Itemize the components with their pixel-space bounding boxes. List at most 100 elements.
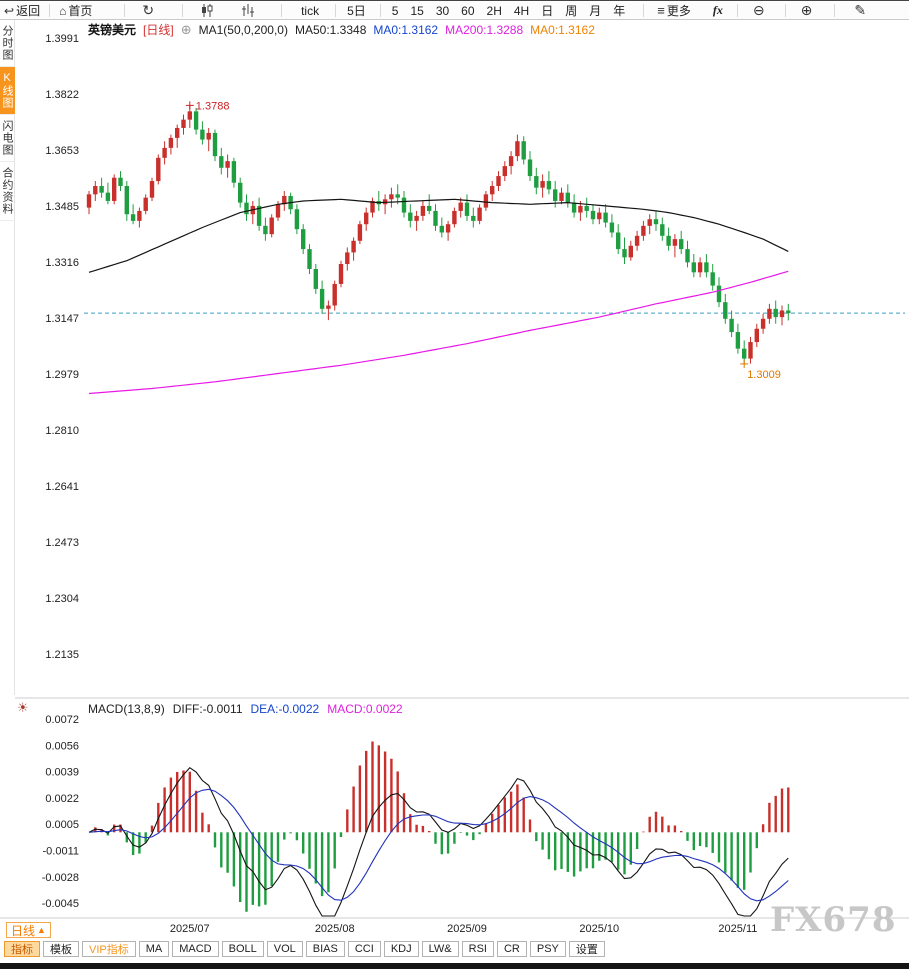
more-button[interactable]: ≡ 更多	[653, 2, 695, 19]
svg-text:1.3009: 1.3009	[747, 369, 781, 381]
toolbar-divider	[834, 4, 836, 17]
svg-text:2025/10: 2025/10	[579, 923, 619, 935]
svg-text:1.2810: 1.2810	[45, 425, 79, 437]
sidebar-tab-contract-info[interactable]: 合约资料	[0, 162, 15, 221]
svg-text:2025/07: 2025/07	[170, 923, 210, 935]
draw-button[interactable]: ✎	[850, 2, 872, 19]
svg-text:1.2473: 1.2473	[45, 537, 79, 549]
svg-text:1.2135: 1.2135	[45, 649, 79, 661]
tab-macd[interactable]: MACD	[172, 941, 219, 957]
period-selector[interactable]: 日线 ▲	[6, 922, 51, 938]
interval-5m[interactable]: 5	[391, 3, 399, 18]
tab-kdj[interactable]: KDJ	[383, 941, 419, 957]
ma200-value: MA200:1.3288	[445, 22, 524, 37]
macd-panel-icon[interactable]: ☀	[17, 700, 29, 715]
svg-text:-0.0028: -0.0028	[42, 872, 79, 884]
ma0-value-orange: MA0:1.3162	[530, 22, 595, 37]
svg-text:2025/09: 2025/09	[447, 923, 487, 935]
back-icon: ↩	[4, 3, 15, 18]
symbol-name: 英镑美元	[88, 23, 137, 37]
sidebar-tab-time-chart[interactable]: 分时图	[0, 20, 15, 67]
chart-header: 英镑美元 [日线] ⊕ MA1(50,0,200,0) MA50:1.3348 …	[88, 21, 595, 38]
interval-tick[interactable]: tick	[301, 3, 320, 18]
tab-cci[interactable]: CCI	[347, 941, 381, 957]
macd-settings-label: MACD(13,8,9)	[88, 702, 165, 716]
interval-year[interactable]: 年	[613, 4, 626, 18]
tab-settings[interactable]: 设置	[568, 941, 605, 957]
interval-15m[interactable]: 15	[410, 3, 424, 18]
home-label: 首页	[68, 4, 93, 18]
chart-type-bars-button[interactable]	[235, 2, 263, 19]
svg-text:-0.0045: -0.0045	[42, 898, 79, 910]
zoom-out-icon: ⊖	[752, 2, 765, 18]
tab-indicator[interactable]: 指标	[4, 941, 40, 957]
svg-text:1.3147: 1.3147	[45, 313, 79, 325]
fx-formula-button[interactable]: fx	[712, 3, 723, 17]
candlestick-chart-icon	[202, 4, 213, 17]
indicator-tab-bar: 指标 模板 VIP指标 MA MACD BOLL VOL BIAS CCI KD…	[4, 941, 605, 957]
toolbar-divider	[379, 4, 381, 17]
svg-text:1.3316: 1.3316	[45, 257, 79, 269]
refresh-button[interactable]: ↻	[138, 2, 160, 19]
interval-2h[interactable]: 2H	[486, 3, 502, 18]
chevron-up-icon: ▲	[37, 925, 46, 935]
chart-type-candlestick-button[interactable]	[194, 2, 221, 19]
interval-4h[interactable]: 4H	[513, 3, 530, 18]
toolbar-divider	[49, 4, 51, 17]
tab-lwr[interactable]: LW&	[421, 941, 459, 957]
ma-settings-label: MA1(50,0,200,0)	[198, 22, 288, 37]
tab-bias[interactable]: BIAS	[305, 941, 345, 957]
svg-text:-0.0011: -0.0011	[43, 846, 80, 858]
watermark: FX678	[770, 900, 897, 940]
interval-60m[interactable]: 60	[461, 3, 475, 18]
tab-boll[interactable]: BOLL	[221, 941, 264, 957]
pencil-icon: ✎	[854, 2, 867, 18]
macd-hist-value: MACD:0.0022	[327, 702, 403, 716]
interval-week[interactable]: 周	[565, 4, 578, 18]
zoom-out-button[interactable]: ⊖	[749, 2, 771, 19]
tab-rsi[interactable]: RSI	[461, 941, 494, 957]
toolbar-divider	[335, 4, 337, 17]
sidebar-tab-lightning-chart[interactable]: 闪电图	[0, 115, 15, 162]
svg-text:2025/11: 2025/11	[718, 923, 757, 935]
toolbar-divider	[784, 4, 786, 17]
sidebar-tab-kline-chart[interactable]: K线图	[0, 67, 15, 115]
interval-month[interactable]: 月	[589, 4, 602, 18]
interval-day[interactable]: 日	[541, 4, 554, 18]
svg-text:0.0039: 0.0039	[45, 767, 79, 779]
svg-text:2025/08: 2025/08	[315, 923, 355, 935]
svg-text:1.3991: 1.3991	[45, 33, 79, 45]
svg-text:1.3788: 1.3788	[196, 100, 230, 112]
tab-ma[interactable]: MA	[138, 941, 170, 957]
home-button[interactable]: ⌂ 首页	[55, 2, 96, 19]
svg-text:0.0056: 0.0056	[45, 740, 79, 752]
menu-icon: ≡	[657, 3, 665, 18]
svg-text:1.2641: 1.2641	[45, 481, 79, 493]
tab-vip-indicator[interactable]: VIP指标	[82, 941, 136, 957]
toolbar-divider	[182, 4, 184, 17]
tab-cr[interactable]: CR	[496, 941, 527, 957]
top-toolbar: ↩ 返回 ⌂ 首页 ↻	[0, 2, 909, 20]
svg-text:1.3822: 1.3822	[45, 89, 79, 101]
tab-vol[interactable]: VOL	[266, 941, 303, 957]
tab-psy[interactable]: PSY	[529, 941, 566, 957]
svg-text:1.2979: 1.2979	[45, 369, 79, 381]
svg-text:1.2304: 1.2304	[45, 593, 79, 605]
tab-template[interactable]: 模板	[43, 941, 79, 957]
back-button[interactable]: ↩ 返回	[0, 2, 44, 19]
refresh-icon: ↻	[142, 2, 155, 18]
bar-chart-icon	[242, 4, 255, 17]
back-label: 返回	[16, 4, 41, 18]
interval-30m[interactable]: 30	[435, 3, 450, 18]
macd-header: MACD(13,8,9) DIFF:-0.0011 DEA:-0.0022 MA…	[88, 702, 403, 716]
svg-text:1.3653: 1.3653	[45, 145, 79, 157]
zoom-in-icon: ⊕	[800, 2, 813, 18]
interval-5day[interactable]: 5日	[347, 4, 366, 18]
zoom-in-button[interactable]: ⊕	[797, 2, 819, 19]
add-indicator-icon[interactable]: ⊕	[180, 21, 192, 37]
ma50-value: MA50:1.3348	[294, 22, 367, 37]
svg-text:1.3485: 1.3485	[45, 201, 79, 213]
ma0-value-blue: MA0:1.3162	[373, 22, 439, 37]
more-label: 更多	[666, 4, 691, 18]
